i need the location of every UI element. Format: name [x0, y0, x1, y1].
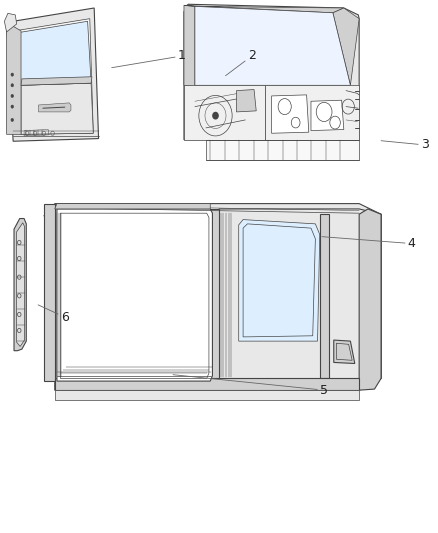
Polygon shape	[184, 5, 344, 13]
Polygon shape	[265, 85, 359, 140]
Text: 6: 6	[38, 305, 69, 324]
Circle shape	[11, 94, 14, 98]
Polygon shape	[17, 223, 25, 346]
Polygon shape	[16, 21, 91, 85]
Polygon shape	[7, 22, 21, 134]
Polygon shape	[21, 77, 92, 85]
Polygon shape	[7, 8, 99, 141]
Polygon shape	[333, 8, 359, 85]
Text: 5: 5	[173, 375, 328, 397]
Circle shape	[11, 84, 14, 87]
Circle shape	[11, 73, 14, 76]
Polygon shape	[55, 204, 210, 209]
Polygon shape	[14, 19, 93, 134]
Polygon shape	[55, 390, 359, 400]
Text: 4: 4	[322, 237, 416, 250]
Polygon shape	[44, 204, 55, 381]
Polygon shape	[184, 4, 359, 140]
Polygon shape	[219, 209, 381, 390]
Text: 2: 2	[226, 50, 256, 76]
Text: 1: 1	[112, 50, 186, 68]
Polygon shape	[195, 6, 350, 85]
Polygon shape	[237, 90, 256, 112]
Text: 3: 3	[381, 139, 429, 151]
Polygon shape	[14, 219, 26, 351]
Polygon shape	[359, 209, 381, 390]
Polygon shape	[239, 220, 320, 341]
Circle shape	[11, 105, 14, 108]
Polygon shape	[206, 140, 359, 160]
Polygon shape	[55, 204, 381, 390]
Polygon shape	[44, 204, 381, 228]
Circle shape	[213, 112, 218, 119]
Polygon shape	[334, 340, 355, 364]
Polygon shape	[57, 209, 212, 381]
Polygon shape	[39, 103, 71, 112]
Polygon shape	[320, 214, 328, 378]
Polygon shape	[55, 378, 359, 390]
Polygon shape	[21, 83, 93, 134]
Polygon shape	[210, 209, 219, 381]
Circle shape	[11, 118, 14, 122]
Polygon shape	[184, 5, 195, 86]
Polygon shape	[4, 13, 17, 32]
Polygon shape	[272, 95, 309, 133]
Polygon shape	[336, 343, 352, 360]
Polygon shape	[311, 100, 344, 131]
Polygon shape	[184, 85, 265, 140]
